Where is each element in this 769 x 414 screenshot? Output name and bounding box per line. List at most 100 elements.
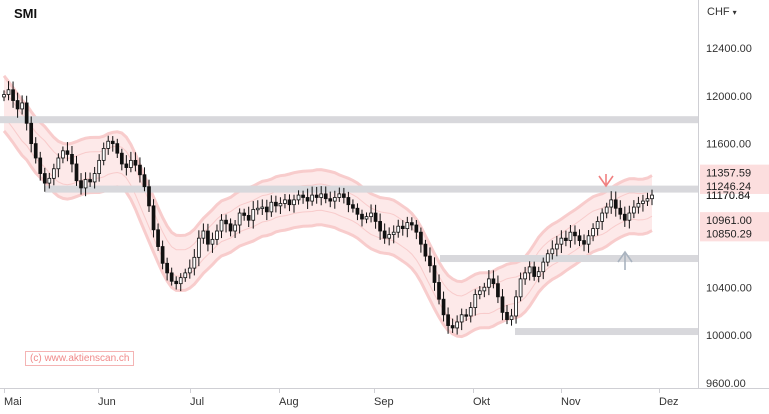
candle-body [559,237,564,245]
candle-body [260,206,265,209]
candle-body [233,224,237,232]
candle-body [527,266,532,274]
candle-body [51,168,56,179]
candle-body [151,205,156,231]
candle-body [573,231,577,237]
y-tick-label: 12400.00 [706,43,752,55]
candle-body [464,314,469,317]
candle-body [115,143,120,154]
candle-body [564,237,568,241]
candle-body [609,199,614,208]
x-tick-label: Okt [473,396,490,408]
candle-body [337,193,342,198]
candle-body [83,179,88,189]
candle-body [310,194,314,202]
price-tag-bg [700,164,769,181]
candle-body [586,235,591,245]
price-tag-label: 10850.29 [706,228,752,240]
candle-body [319,193,324,198]
candle-body [147,186,151,207]
candle-body [246,215,251,221]
candle-body [38,157,43,174]
candle-body [514,296,518,317]
price-tag-label: 10961.00 [706,215,752,227]
candle-body [20,102,24,110]
candle-body [296,194,301,201]
y-tick-label: 9600.00 [706,378,746,390]
candle-body [432,265,437,283]
candle-body [323,193,328,200]
price-tag-bg [700,212,769,229]
candle-body [101,148,106,161]
candle-body [387,234,392,239]
candle-body [74,163,79,182]
candle-body [577,235,582,241]
candle-body [455,321,459,329]
candle-body [600,212,605,222]
candle-body [518,278,523,298]
candle-body [264,206,269,213]
candle-body [224,219,228,225]
candle-body [197,237,201,258]
candle-body [206,230,210,245]
candle-body [409,222,414,226]
candle-body [477,290,482,295]
price-tag-label: 11357.59 [706,168,751,180]
candle-body [278,203,283,207]
candle-body [2,94,6,98]
x-axis-ticks: Mai Jun Jul Aug Sep Okt Nov Dez [4,388,679,408]
candle-body [632,206,636,214]
price-tag-bg [700,225,769,242]
candle-body [33,143,38,159]
candle-body [61,150,65,159]
candle-body [255,207,260,211]
candle-body [228,223,233,232]
level-band [45,185,698,193]
candle-body [545,253,550,263]
candle-body [6,89,11,95]
candle-body [441,298,446,316]
currency-selector[interactable]: CHF ▾ [707,6,737,18]
candle-body [554,243,559,250]
candle-body [346,197,351,206]
candle-body [47,177,52,184]
candle-body [468,307,473,317]
candle-body [79,180,83,189]
envelope-bands [2,74,653,339]
candle-body [532,266,537,277]
candle-body [473,294,478,308]
candle-body [215,230,219,240]
candle-body [287,199,292,206]
candle-body [423,243,428,257]
candle-body [242,212,247,216]
candle-body [636,203,641,208]
candle-body [568,231,573,241]
candle-body [201,230,206,239]
candle-body [613,199,618,209]
candle-body [378,221,382,232]
arrow-up-icon [617,250,633,270]
candle-body [138,164,142,176]
candle-body [169,272,174,282]
candle-body [509,315,514,320]
candle-body [92,173,97,183]
candle-body [618,207,623,215]
y-tick-label: 10000.00 [706,330,752,342]
candle-body [156,229,160,247]
y-tick-label: 12000.00 [706,91,752,103]
candle-body [645,198,650,202]
candle-body [269,201,274,213]
candle-body [65,150,70,155]
candle-body [414,224,419,233]
candle-body [133,159,138,166]
x-tick-label: Aug [279,396,299,408]
chevron-down-icon: ▾ [732,8,737,17]
candle-body [405,222,410,230]
level-band [515,328,698,336]
candle-body [142,174,147,188]
candle-body [314,194,319,198]
candle-body [219,219,224,232]
candle-body [301,194,305,198]
level-band [440,255,698,263]
candle-body [160,246,165,264]
